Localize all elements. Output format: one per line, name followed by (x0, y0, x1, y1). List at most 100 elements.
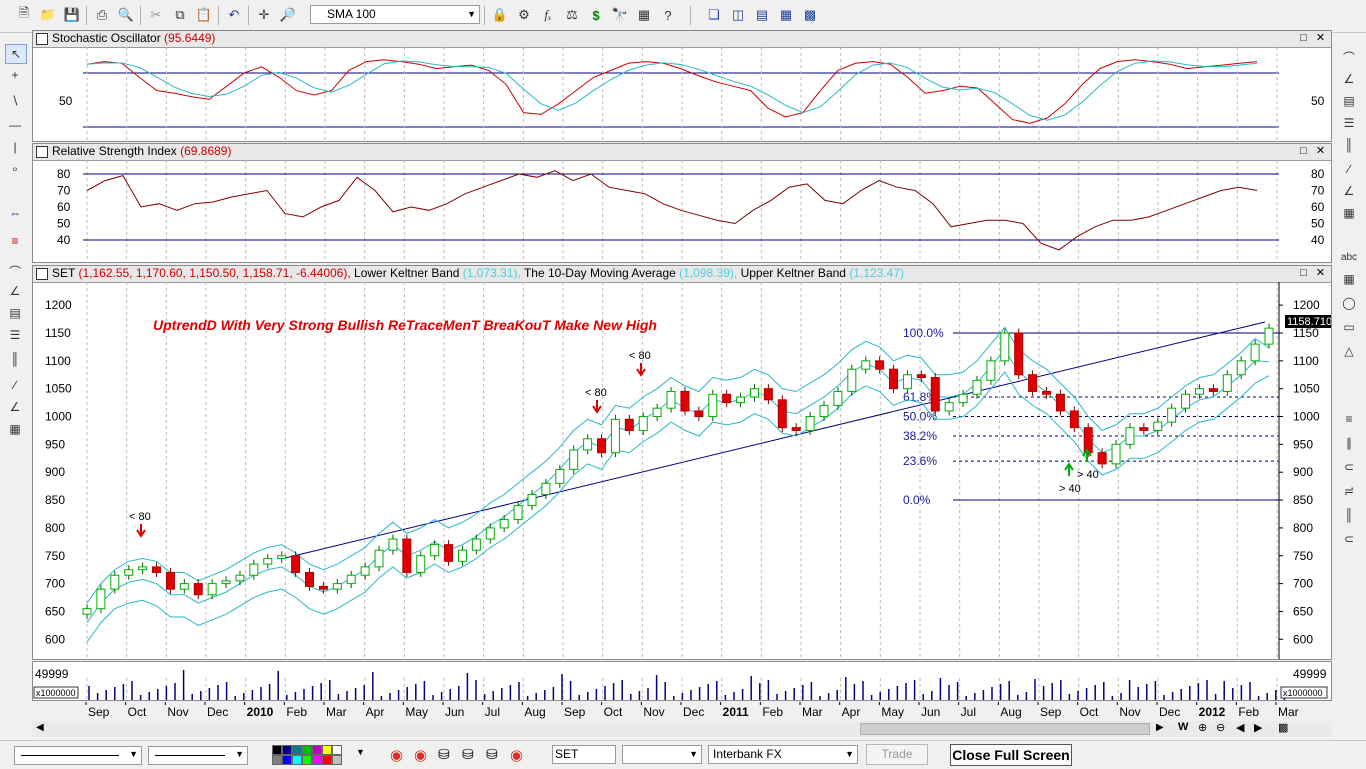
tile-grid-icon[interactable]: ▦ (779, 7, 793, 22)
andrews-icon[interactable]: ⊂ (1343, 460, 1355, 474)
stochastic-pane[interactable]: Stochastic Oscillator (95.6449) □ ✕ 50 5… (32, 30, 1332, 142)
lock-icon[interactable]: 🔒 (491, 7, 509, 22)
scroll-forward-icon[interactable]: ▶ (1254, 722, 1263, 734)
regression-icon[interactable]: ≡ (1345, 412, 1353, 426)
ray-icon[interactable]: ∘ (11, 162, 19, 176)
channel-icon[interactable]: ∥ (1346, 436, 1352, 450)
pane-checkbox-icon[interactable] (36, 268, 48, 280)
palette-chevron-icon[interactable]: ▼ (356, 747, 365, 757)
horizontal-line-icon[interactable]: — (9, 118, 21, 132)
text-tool-icon[interactable]: abc (1340, 251, 1358, 263)
fib-retracement-icon[interactable]: ▤ (9, 306, 21, 320)
candle-body (902, 374, 912, 390)
open-folder-icon[interactable]: 📁 (39, 7, 57, 22)
speed-lines-icon[interactable]: ∕ (1347, 162, 1350, 176)
print-icon[interactable]: ⎙ (96, 7, 108, 22)
rectangle-icon[interactable]: ▭ (1343, 320, 1355, 334)
zoom-icon[interactable]: 🔎 (279, 7, 297, 22)
browser-icon[interactable]: ◉ (390, 747, 404, 764)
scale-icon[interactable]: ⚖ (566, 7, 578, 22)
browser-icon[interactable]: ◉ (414, 747, 428, 764)
pane-checkbox-icon[interactable] (36, 33, 48, 45)
zoom-range-icon[interactable]: ⇔ (9, 206, 21, 220)
maximize-icon[interactable]: □ (1300, 267, 1307, 279)
gann-grid-icon[interactable]: ▦ (1343, 206, 1355, 220)
volume-pane[interactable]: 49999 49999 x1000000 x1000000 (32, 661, 1332, 701)
chart-mini-icon[interactable]: ▩ (1278, 722, 1289, 734)
price-pane[interactable]: SET (1,162.55, 1,170.60, 1,150.50, 1,158… (32, 265, 1332, 660)
color-palette[interactable] (272, 745, 356, 765)
close-full-screen-button[interactable]: Close Full Screen (950, 744, 1072, 766)
fib-levels-icon[interactable]: ▤ (1343, 94, 1355, 108)
close-icon[interactable]: ✕ (1315, 145, 1326, 157)
cycle-lines-icon[interactable]: ║ (1344, 138, 1354, 152)
close-icon[interactable]: ✕ (1315, 267, 1326, 279)
fib-timezone-icon[interactable]: ☰ (9, 328, 21, 342)
window-cascade-icon[interactable]: ❏ (708, 7, 720, 22)
pointer-icon[interactable]: ↖ (5, 44, 27, 64)
crosshair-tool-icon[interactable]: + (11, 68, 19, 82)
binoculars-icon[interactable]: 🔭 (611, 7, 629, 22)
zoom-in-icon[interactable]: ⊕ (1198, 722, 1208, 734)
cut-icon[interactable]: ✂ (150, 7, 162, 22)
help-icon[interactable]: ? (664, 7, 672, 23)
trader-icon[interactable]: ⛁ (486, 746, 498, 762)
scroll-back-icon[interactable]: ◀ (1236, 722, 1245, 734)
symbol-input[interactable]: SET (552, 745, 616, 764)
arc-tool-icon[interactable]: ⌒ (1342, 50, 1355, 65)
fib-zones-icon[interactable]: ☰ (1343, 116, 1355, 130)
trendline-icon[interactable]: ∖ (11, 94, 19, 108)
expert-icon[interactable]: ⚙ (518, 7, 530, 22)
table-icon[interactable]: ▦ (1343, 272, 1355, 286)
new-file-icon[interactable]: 🗎 (18, 5, 30, 20)
vertical-line-icon[interactable]: | (13, 140, 17, 154)
maximize-icon[interactable]: □ (1300, 32, 1307, 44)
tile-vertical-icon[interactable]: ◫ (731, 7, 745, 22)
account-select[interactable]: ▼ (622, 745, 702, 764)
print-preview-icon[interactable]: 🔍 (117, 7, 135, 22)
arc-icon[interactable]: ⌒ (8, 264, 21, 279)
vertical-bars-icon[interactable]: ║ (10, 352, 20, 366)
tile-horizontal-icon[interactable]: ▤ (755, 7, 769, 22)
paste-icon[interactable]: 📋 (195, 7, 213, 22)
scroll-right-icon[interactable]: ▶ (1156, 722, 1164, 733)
indicator-select[interactable]: SMA 100 ▼ (310, 5, 480, 24)
copy-icon[interactable]: ⧉ (175, 7, 185, 22)
y-axis-label: 700 (1293, 577, 1313, 591)
zoom-out-icon[interactable]: ⊖ (1216, 722, 1226, 734)
close-icon[interactable]: ✕ (1315, 32, 1326, 44)
formula-icon[interactable]: fₓ (544, 7, 552, 22)
scroll-thumb[interactable] (860, 723, 1150, 735)
pitchfork-icon[interactable]: ⊂ (1343, 532, 1355, 546)
trader-icon[interactable]: ⛁ (462, 746, 474, 762)
parallel-lines-icon[interactable]: ≡ (11, 234, 19, 248)
cycle-icon[interactable]: ≓ (1343, 484, 1355, 498)
line-style-select[interactable]: ▼ (14, 746, 142, 765)
save-icon[interactable]: 💾 (63, 7, 81, 22)
period-weekly-icon[interactable]: W (1178, 721, 1189, 733)
fan-tool-icon[interactable]: ∠ (1343, 72, 1355, 86)
properties-icon[interactable]: ▦ (637, 7, 651, 22)
triangle-icon[interactable]: △ (1344, 344, 1354, 358)
broker-select[interactable]: Interbank FX ▼ (708, 745, 858, 764)
gann-fan-icon[interactable]: ∠ (9, 400, 21, 414)
pane-checkbox-icon[interactable] (36, 146, 48, 158)
horizontal-scrollbar[interactable]: ◀ ▶ W ⊕ ⊖ ◀ ▶ ▩ (32, 721, 1332, 737)
fan-icon[interactable]: ∠ (9, 284, 21, 298)
rsi-pane[interactable]: Relative Strength Index (69.8689) □ ✕ 80… (32, 143, 1332, 263)
trade-button[interactable]: Trade (866, 744, 928, 765)
ellipse-icon[interactable]: ◯ (1342, 296, 1356, 310)
trader-icon[interactable]: ⛁ (438, 746, 450, 762)
line-weight-select[interactable]: ▼ (148, 746, 248, 765)
bars-icon[interactable]: ║ (1344, 508, 1354, 522)
grid-tool-icon[interactable]: ▦ (9, 422, 21, 436)
scroll-left-icon[interactable]: ◀ (36, 722, 44, 733)
line-tool-icon[interactable]: ∕ (13, 378, 16, 392)
crosshair-icon[interactable]: ✛ (258, 7, 270, 22)
gann-icon[interactable]: ∠ (1343, 184, 1355, 198)
browser-icon[interactable]: ◉ (510, 747, 524, 764)
maximize-icon[interactable]: □ (1300, 145, 1307, 157)
undo-icon[interactable]: ↶ (228, 7, 240, 22)
dollar-icon[interactable]: $ (592, 7, 600, 23)
arrange-icon[interactable]: ▩ (803, 7, 817, 22)
